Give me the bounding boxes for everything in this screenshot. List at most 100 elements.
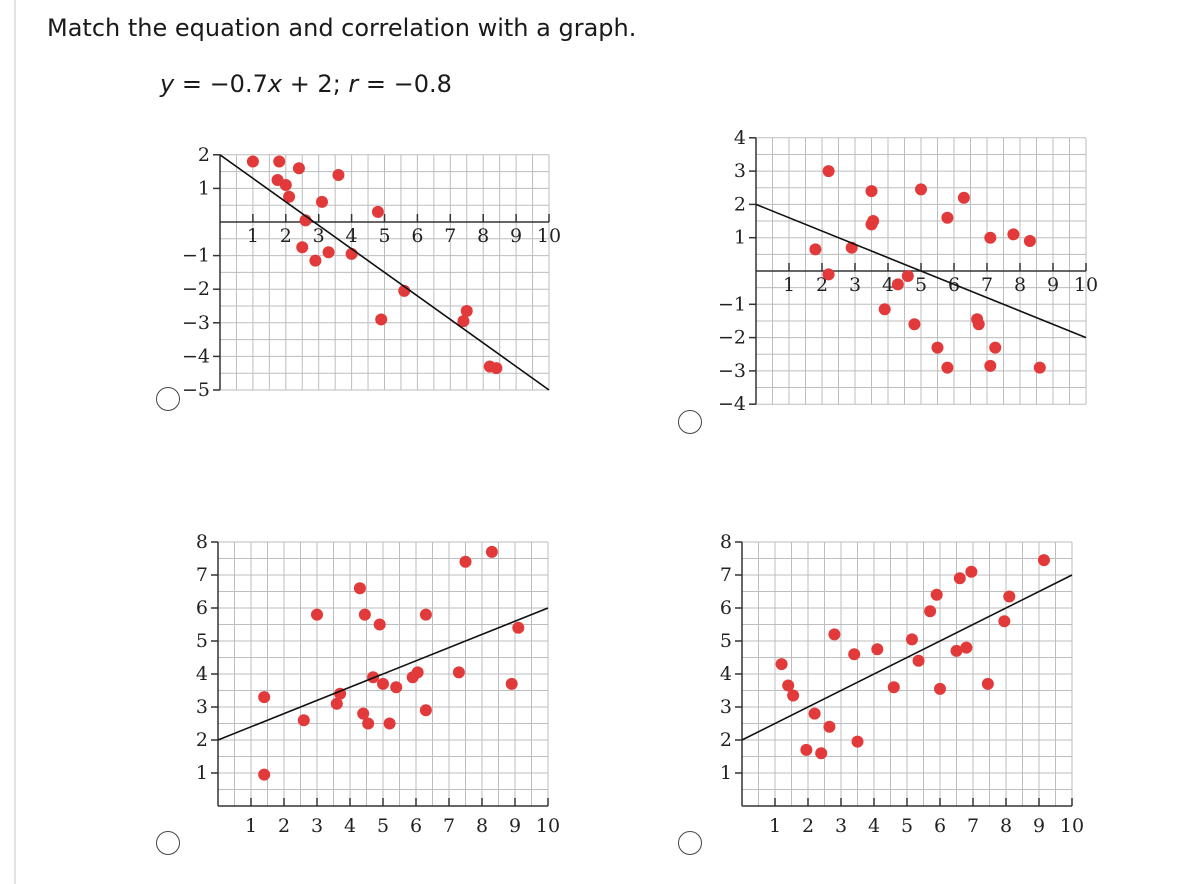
y-tick-label: 8 xyxy=(196,531,208,553)
data-point xyxy=(924,605,937,618)
data-point xyxy=(981,677,994,690)
y-tick-label: −4 xyxy=(182,345,210,367)
data-point xyxy=(851,735,864,748)
data-point xyxy=(865,185,878,198)
data-point xyxy=(901,269,914,282)
data-point xyxy=(953,572,966,585)
x-tick-label: 2 xyxy=(816,274,828,296)
data-point xyxy=(934,682,946,695)
x-tick-label: 3 xyxy=(835,815,847,837)
data-point xyxy=(930,588,943,601)
data-point xyxy=(362,717,375,730)
data-point xyxy=(972,318,985,331)
x-tick-label: 4 xyxy=(346,225,358,247)
data-point xyxy=(258,691,271,704)
data-point xyxy=(390,681,403,694)
data-point xyxy=(460,305,473,318)
data-point xyxy=(941,211,954,224)
y-tick-label: −2 xyxy=(718,327,746,349)
data-point xyxy=(353,582,366,595)
data-point xyxy=(315,195,328,208)
equation-text: y = −0.7x + 2; r = −0.8 xyxy=(160,70,452,98)
data-point xyxy=(815,747,828,760)
data-point xyxy=(283,190,296,203)
data-point xyxy=(1023,235,1036,248)
eq-y-var: y xyxy=(160,70,175,98)
y-tick-label: −3 xyxy=(182,312,210,334)
data-point xyxy=(309,254,322,267)
data-point xyxy=(775,658,788,671)
data-point xyxy=(965,565,978,578)
y-tick-label: −5 xyxy=(182,379,210,398)
data-point xyxy=(1033,361,1046,374)
y-tick-label: 5 xyxy=(196,630,208,652)
y-tick-label: 2 xyxy=(196,729,208,751)
data-point xyxy=(984,359,997,372)
x-tick-label: 1 xyxy=(783,274,795,296)
x-tick-label: 1 xyxy=(245,815,257,837)
x-tick-label: 3 xyxy=(311,815,323,837)
x-tick-label: 4 xyxy=(882,274,894,296)
x-tick-label: 1 xyxy=(769,815,781,837)
data-point xyxy=(787,689,800,702)
data-point xyxy=(375,313,388,326)
x-tick-label: 2 xyxy=(280,225,292,247)
y-tick-label: 8 xyxy=(720,531,732,553)
data-point xyxy=(292,162,305,175)
data-point xyxy=(411,666,424,679)
radio-graph-b[interactable] xyxy=(678,410,702,434)
data-point xyxy=(931,341,944,354)
x-tick-label: 5 xyxy=(901,815,913,837)
data-point xyxy=(989,341,1002,354)
eq-intercept: + 2; xyxy=(282,70,349,98)
y-tick-label: −3 xyxy=(718,360,746,382)
x-tick-label: 9 xyxy=(1033,815,1045,837)
data-point xyxy=(373,618,386,631)
data-point xyxy=(941,361,954,374)
y-tick-label: 3 xyxy=(196,696,208,718)
data-point xyxy=(822,165,835,178)
x-tick-label: 7 xyxy=(967,815,979,837)
x-tick-label: 8 xyxy=(1000,815,1012,837)
x-tick-label: 7 xyxy=(444,225,456,247)
y-tick-label: 5 xyxy=(720,630,732,652)
data-point xyxy=(377,677,389,690)
data-point xyxy=(371,205,384,218)
data-point xyxy=(485,545,498,558)
y-tick-label: 7 xyxy=(196,564,208,586)
data-point xyxy=(258,768,271,781)
eq-r-var: r xyxy=(348,70,359,98)
data-point xyxy=(1007,228,1020,241)
x-tick-label: 8 xyxy=(476,815,488,837)
y-tick-label: 2 xyxy=(734,193,746,215)
data-point xyxy=(828,628,841,641)
y-tick-label: 2 xyxy=(720,729,732,751)
x-tick-label: 6 xyxy=(934,815,946,837)
x-tick-label: 5 xyxy=(915,274,927,296)
data-point xyxy=(823,720,836,733)
y-tick-label: 6 xyxy=(720,597,732,619)
data-point xyxy=(311,608,323,621)
data-point xyxy=(908,318,921,331)
eq-slope: = −0.7 xyxy=(174,70,268,98)
question-text: Match the equation and correlation with … xyxy=(47,14,637,42)
data-point xyxy=(822,268,835,281)
x-tick-label: 6 xyxy=(410,815,422,837)
data-point xyxy=(800,743,813,756)
radio-graph-c[interactable] xyxy=(156,831,180,855)
data-point xyxy=(273,155,286,168)
x-tick-label: 9 xyxy=(1047,274,1059,296)
x-tick-label: 2 xyxy=(278,815,290,837)
data-point xyxy=(984,231,997,244)
data-point xyxy=(330,697,343,710)
radio-graph-d[interactable] xyxy=(678,831,702,855)
radio-graph-a[interactable] xyxy=(156,387,180,411)
y-tick-label: 1 xyxy=(198,177,210,199)
data-point xyxy=(915,183,927,196)
data-point xyxy=(296,241,309,254)
x-tick-label: 10 xyxy=(537,225,561,247)
y-tick-label: 4 xyxy=(720,663,732,685)
